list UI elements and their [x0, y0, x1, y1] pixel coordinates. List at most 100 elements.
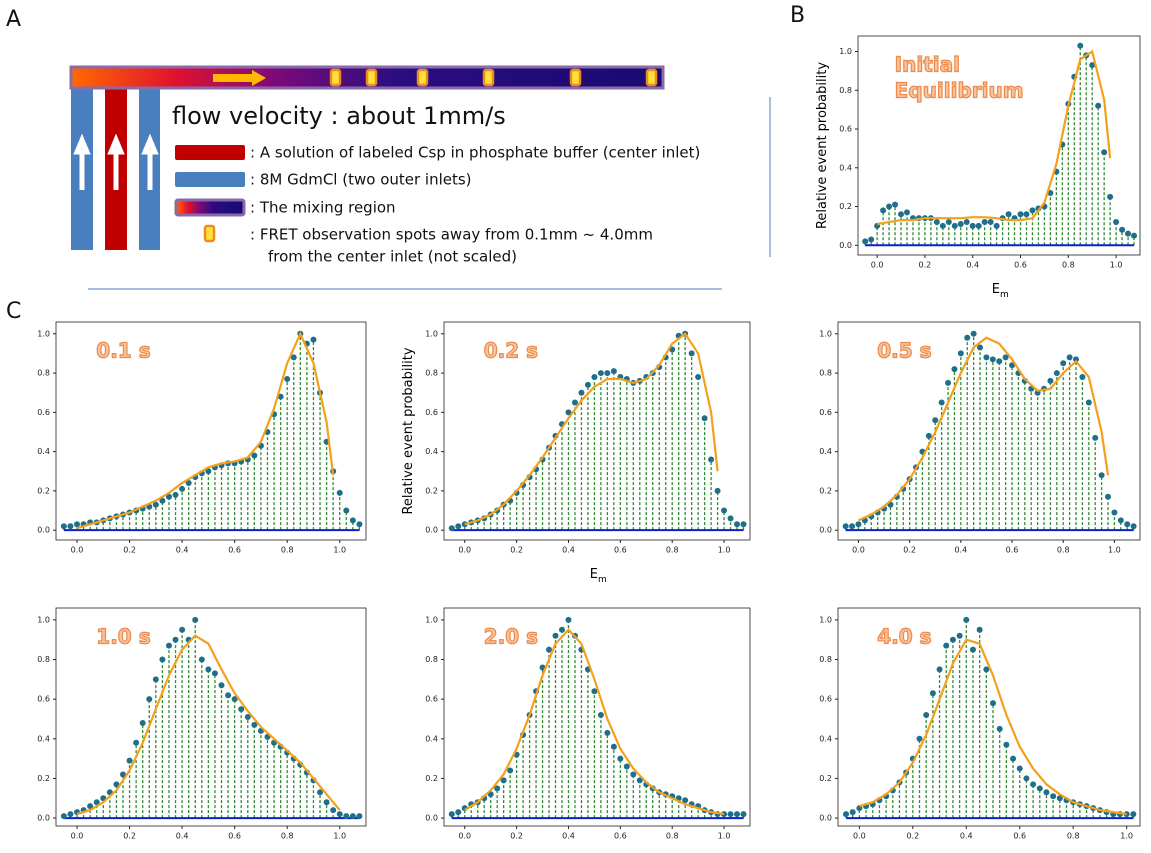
y-tick-label: 0.2	[839, 202, 852, 211]
y-tick-label: 0.2	[819, 774, 832, 783]
flow-arrow	[73, 133, 91, 190]
x-axis-label: E	[992, 282, 1000, 297]
fit-curve	[859, 638, 1127, 816]
stem-marker	[1130, 523, 1137, 530]
x-tick-label: 1.0	[333, 832, 346, 841]
stem-marker	[957, 350, 964, 357]
x-axis-label-sub: m	[1000, 290, 1009, 300]
y-tick-label: 0.6	[839, 125, 852, 134]
x-tick-label: 0.8	[666, 832, 679, 841]
y-tick-label: 1.0	[37, 615, 50, 624]
y-tick-label: 0.2	[425, 486, 438, 495]
stem-marker	[1107, 193, 1114, 200]
stem-marker	[989, 356, 996, 363]
stem-marker	[849, 809, 856, 816]
legend-text: from the center inlet (not scaled)	[268, 248, 517, 266]
x-tick-label: 0.0	[852, 546, 865, 555]
stem-marker	[251, 721, 258, 728]
stem-marker	[205, 666, 212, 673]
stem-marker	[969, 646, 976, 653]
stem-marker	[225, 692, 232, 699]
stem-marker	[1016, 765, 1023, 772]
annotation: Initial	[895, 53, 960, 77]
stem-marker	[630, 771, 637, 778]
x-tick-label: 0.4	[966, 261, 979, 270]
stem-marker	[565, 409, 572, 416]
stem-marker	[1009, 362, 1016, 369]
stem-marker	[330, 807, 337, 814]
legend-swatch	[174, 198, 246, 217]
stem-marker	[636, 777, 643, 784]
stem-chart: 0.0 0.2 0.4 0.6 0.8 1.0 0.0 0.2 0.4 0.6 0.8 1.0 2.0 …	[425, 607, 751, 841]
x-tick-label: 1.0	[1120, 832, 1133, 841]
direction-arrow	[213, 70, 266, 86]
y-tick-label: 0.2	[425, 774, 438, 783]
stem-marker	[898, 211, 905, 218]
stem-marker	[951, 366, 958, 373]
stem-marker	[943, 642, 950, 649]
stem-marker	[290, 354, 297, 361]
fit-curve	[464, 332, 719, 526]
y-tick-label: 0.2	[819, 486, 832, 495]
stem-marker	[1029, 207, 1036, 214]
stem-marker	[951, 222, 958, 229]
y-tick-label: 1.0	[839, 47, 852, 56]
stem-marker	[916, 735, 923, 742]
stem-marker	[1077, 42, 1084, 49]
stem-marker	[494, 785, 501, 792]
stem-marker	[336, 489, 343, 496]
x-tick-label: 1.0	[718, 546, 731, 555]
stem-marker	[1017, 211, 1024, 218]
stem-marker	[139, 719, 146, 726]
y-tick-label: 0.0	[425, 814, 438, 823]
stem-marker	[1130, 811, 1137, 818]
stem-marker	[880, 207, 887, 214]
stem-marker	[597, 370, 604, 377]
x-tick-label: 0.8	[666, 546, 679, 555]
stem-marker	[1123, 811, 1130, 818]
x-tick-label: 0.6	[1013, 832, 1026, 841]
stem-chart: 0.0 0.2 0.4 0.6 0.8 1.0 0.0 0.2 0.4 0.6 0.8 1.0 0.1 …	[37, 321, 367, 555]
stem-marker	[323, 799, 330, 806]
fit-curve	[858, 336, 1110, 522]
stem-marker	[165, 493, 172, 500]
stem-marker	[1131, 232, 1138, 239]
stem-marker	[939, 222, 946, 229]
stem-marker	[936, 666, 943, 673]
x-tick-label: 0.4	[562, 546, 575, 555]
stem-chart: 0.0 0.2 0.4 0.6 0.8 1.0 0.0 0.2 0.4 0.6 0.8 1.0 1.0 …	[37, 607, 367, 841]
stem-marker	[87, 803, 94, 810]
fit-curve	[76, 634, 341, 816]
y-axis-label: Relative event probability	[401, 347, 416, 514]
legend-text: : The mixing region	[250, 199, 396, 217]
stem-marker	[455, 523, 462, 530]
stem-chart: 0.0 0.2 0.4 0.6 0.8 1.0 0.0 0.2 0.4 0.6 0.8 1.0 4.0 …	[819, 607, 1141, 841]
y-tick-label: 1.0	[819, 615, 832, 624]
x-tick-label: 0.4	[960, 832, 973, 841]
stem-marker	[1119, 226, 1126, 233]
stem-marker	[356, 521, 363, 528]
annotation: 1.0 s	[96, 625, 150, 649]
stem-marker	[892, 201, 899, 208]
stem-marker	[987, 219, 994, 226]
stem-marker	[1003, 741, 1010, 748]
y-tick-label: 0.6	[819, 695, 832, 704]
stem-marker	[349, 517, 356, 524]
stem-marker	[975, 222, 982, 229]
stem-marker	[565, 616, 572, 623]
stem-marker	[727, 515, 734, 522]
stem-marker	[963, 219, 970, 226]
stem-marker	[74, 521, 81, 528]
y-tick-label: 0.6	[37, 408, 50, 417]
flow-arrow	[107, 133, 125, 190]
stem-marker	[546, 646, 553, 653]
stem-marker	[945, 379, 952, 386]
legend-swatch	[175, 172, 245, 187]
stem-marker	[903, 209, 910, 216]
stem-marker	[983, 354, 990, 361]
x-axis-label-sub: m	[598, 575, 607, 585]
y-tick-label: 0.6	[37, 695, 50, 704]
x-axis-label: E	[590, 567, 598, 582]
stem-marker	[970, 330, 977, 337]
y-tick-label: 0.8	[425, 655, 438, 664]
